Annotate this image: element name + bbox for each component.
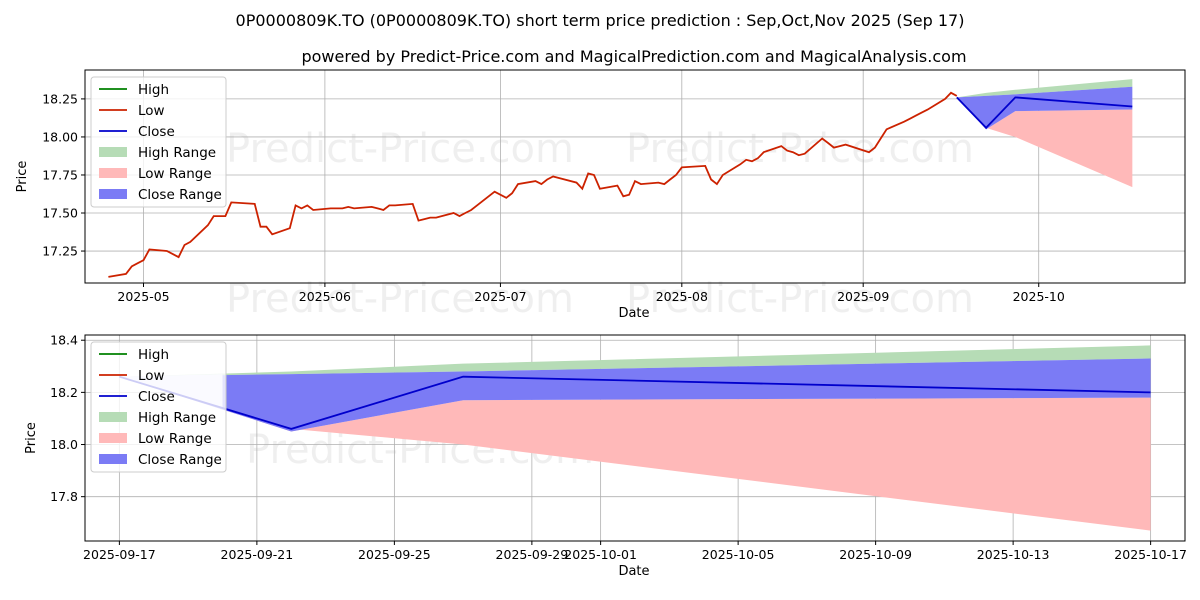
plot-area [108,79,1133,278]
high-range-band [956,79,1133,98]
close-range-band [956,86,1133,130]
chart-subtitle: powered by Predict-Price.com and Magical… [301,47,966,66]
legend-label-high_range: High Range [138,145,216,161]
axes-frame [84,69,1186,284]
watermark-text: Predict-Price.com [226,126,574,172]
y-tick-label: 18.4 [50,333,78,348]
y-tick-label: 17.8 [50,489,78,504]
watermark-text: Predict-Price.com [626,276,974,322]
legend-swatch-close_range [99,189,127,199]
legend: High Low Close High Range Low Range Close Ran… [90,76,227,208]
y-tick-label: 18.00 [42,129,78,144]
x-tick-label: 2025-10-05 [702,547,775,562]
x-tick-label: 2025-09-29 [496,547,569,562]
close-forecast-line [956,96,1133,130]
x-tick-label: 2025-10-13 [977,547,1050,562]
low-range-band [956,97,1133,188]
x-tick-label: 2025-06 [299,289,351,304]
watermark-text: Predict-Price.com [226,276,574,322]
legend-swatch-high_range [99,147,127,157]
y-tick-label: 17.50 [42,206,78,221]
plot-area [119,345,1151,531]
x-tick-label: 2025-10-01 [564,547,637,562]
x-tick-label: 2025-09-21 [221,547,294,562]
legend-label-close: Close [138,124,175,140]
axes-frame [84,334,1186,542]
x-tick-label: 2025-10-17 [1114,547,1187,562]
y-axis-label: Price [15,161,30,193]
legend-swatch-high_range [99,412,127,422]
legend-label-close_range: Close Range [138,187,222,203]
x-tick-label: 2025-08 [656,289,708,304]
legend-label-high_range: High Range [138,410,216,426]
y-tick-label: 18.25 [42,91,78,106]
low-range-band [119,376,1151,531]
y-tick-label: 18.2 [50,385,78,400]
x-tick-label: 2025-09 [837,289,889,304]
legend-label-close_range: Close Range [138,452,222,468]
bottom-chart-panel: Predict-Price.comPredict-Price.com2025-0… [24,333,1187,579]
y-axis-label: Price [24,422,39,454]
legend-label-low: Low [138,103,165,119]
legend-swatch-close_range [99,454,127,464]
high-range-band [119,345,1151,377]
watermark-text: Predict-Price.com [626,126,974,172]
legend: High Low Close High Range Low Range Close Ran… [90,341,227,473]
y-tick-label: 17.75 [42,167,78,182]
top-chart-panel: Predict-Price.com Predict-Price.com Predic… [15,69,1186,322]
x-tick-label: 2025-09-17 [83,547,156,562]
y-tick-label: 18.0 [50,437,78,452]
history-price-line [108,91,958,278]
legend-swatch-low_range [99,433,127,443]
x-tick-label: 2025-09-25 [358,547,431,562]
legend-label-high: High [138,82,169,98]
legend-label-low_range: Low Range [138,431,212,447]
x-tick-label: 2025-10 [1013,289,1065,304]
legend-swatch-low_range [99,168,127,178]
legend-label-close: Close [138,389,175,405]
x-tick-label: 2025-10-09 [839,547,912,562]
x-tick-label: 2025-07 [474,289,526,304]
x-tick-label: 2025-05 [117,289,169,304]
y-tick-label: 17.25 [42,244,78,259]
legend-label-low_range: Low Range [138,166,212,182]
legend-label-low: Low [138,368,165,384]
x-axis-label: Date [618,564,649,579]
close-range-band [119,358,1151,432]
x-axis-label: Date [618,306,649,321]
legend-label-high: High [138,347,169,363]
chart-title: 0P0000809K.TO (0P0000809K.TO) short term… [236,11,965,30]
